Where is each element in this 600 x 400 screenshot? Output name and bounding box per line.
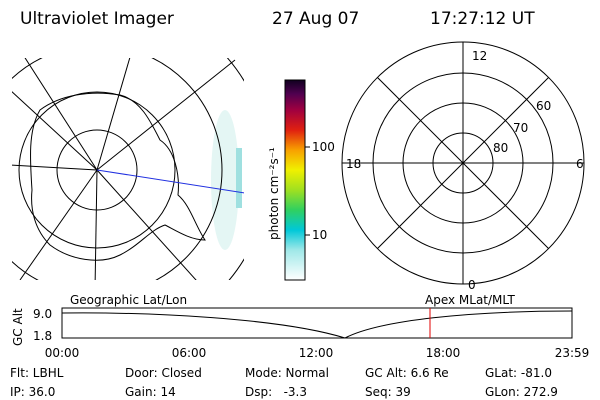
colorbar-label: photon cm⁻²s⁻¹ — [267, 147, 281, 240]
y-axis-label: GC Alt — [11, 308, 25, 346]
polar-map — [341, 41, 585, 285]
y-tick-label: 9.0 — [33, 307, 52, 321]
lat-circle — [12, 58, 223, 280]
x-tick-label: 18:00 — [426, 346, 461, 360]
colorbar — [284, 79, 306, 281]
date: 27 Aug 07 — [272, 9, 359, 29]
x-tick-label: 23:59 — [555, 346, 590, 360]
lat-circle — [56, 129, 138, 211]
status-field: GLon: 272.9 — [485, 385, 558, 399]
x-tick-label: 06:00 — [172, 346, 207, 360]
status-field: Flt: LBHL — [10, 366, 64, 380]
mlt-label: 12 — [472, 49, 487, 63]
status-field: Mode: Normal — [245, 366, 329, 380]
status-field: IP: 36.0 — [10, 385, 55, 399]
status-field: Seq: 39 — [365, 385, 411, 399]
meridians — [12, 58, 236, 280]
lat-circle — [18, 91, 176, 249]
colorbar-tick-label: 100 — [312, 140, 335, 154]
colorbar-tick-label: 10 — [312, 228, 327, 242]
mlt-label: 6 — [576, 157, 584, 171]
y-tick-label: 1.8 — [33, 329, 52, 343]
coastline — [29, 92, 206, 261]
left-map-label: Geographic Lat/Lon — [70, 293, 187, 307]
status-field: GC Alt: 6.6 Re — [365, 366, 449, 380]
status-field: Gain: 14 — [125, 385, 176, 399]
status-field: GLat: -81.0 — [485, 366, 552, 380]
altitude-curve — [61, 310, 573, 339]
mlt-label: 18 — [346, 157, 361, 171]
x-tick-label: 00:00 — [45, 346, 80, 360]
right-map-label: Apex MLat/MLT — [425, 293, 515, 307]
mlat-label: 70 — [513, 121, 528, 135]
status-field: Dsp: -3.3 — [245, 385, 307, 399]
aurora-edge — [236, 148, 242, 208]
status-panel: Flt: LBHL Door: Closed Mode: Normal GC Alt:… — [10, 366, 558, 399]
mlat-label: 80 — [493, 141, 508, 155]
altitude-plot-frame — [61, 307, 573, 339]
time: 17:27:12 UT — [430, 9, 535, 29]
mlt-label: 0 — [468, 278, 476, 292]
title: Ultraviolet Imager — [20, 9, 174, 29]
track-line — [96, 169, 244, 194]
x-tick-label: 12:00 — [299, 346, 334, 360]
status-field: Door: Closed — [125, 366, 202, 380]
geographic-map — [12, 58, 244, 280]
aurora-glow — [211, 110, 239, 250]
mlat-label: 60 — [536, 99, 551, 113]
